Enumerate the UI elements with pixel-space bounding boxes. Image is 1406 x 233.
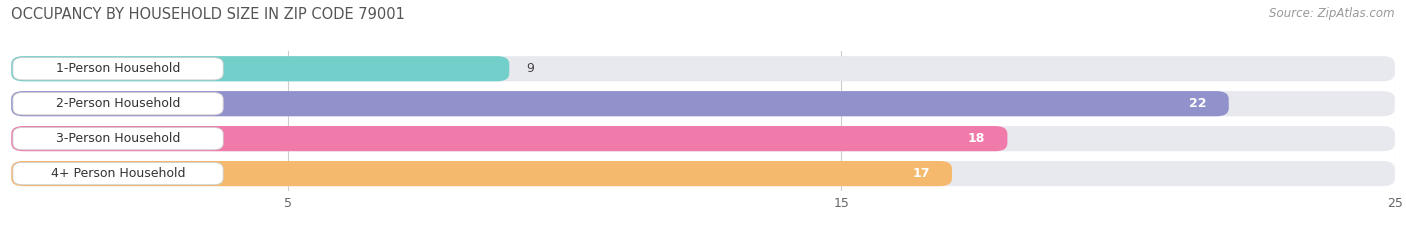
Text: 1-Person Household: 1-Person Household <box>56 62 180 75</box>
Text: 9: 9 <box>526 62 534 75</box>
FancyBboxPatch shape <box>11 161 952 186</box>
Text: Source: ZipAtlas.com: Source: ZipAtlas.com <box>1270 7 1395 20</box>
Text: 18: 18 <box>967 132 986 145</box>
FancyBboxPatch shape <box>13 93 224 115</box>
FancyBboxPatch shape <box>11 161 1395 186</box>
FancyBboxPatch shape <box>11 91 1395 116</box>
FancyBboxPatch shape <box>13 127 224 150</box>
FancyBboxPatch shape <box>11 56 1395 81</box>
FancyBboxPatch shape <box>11 91 1229 116</box>
Text: 3-Person Household: 3-Person Household <box>56 132 180 145</box>
Text: 2-Person Household: 2-Person Household <box>56 97 180 110</box>
Text: OCCUPANCY BY HOUSEHOLD SIZE IN ZIP CODE 79001: OCCUPANCY BY HOUSEHOLD SIZE IN ZIP CODE … <box>11 7 405 22</box>
Text: 17: 17 <box>912 167 929 180</box>
FancyBboxPatch shape <box>11 56 509 81</box>
FancyBboxPatch shape <box>11 126 1007 151</box>
FancyBboxPatch shape <box>13 162 224 185</box>
FancyBboxPatch shape <box>11 126 1395 151</box>
Text: 22: 22 <box>1189 97 1206 110</box>
Text: 4+ Person Household: 4+ Person Household <box>51 167 186 180</box>
FancyBboxPatch shape <box>13 58 224 80</box>
